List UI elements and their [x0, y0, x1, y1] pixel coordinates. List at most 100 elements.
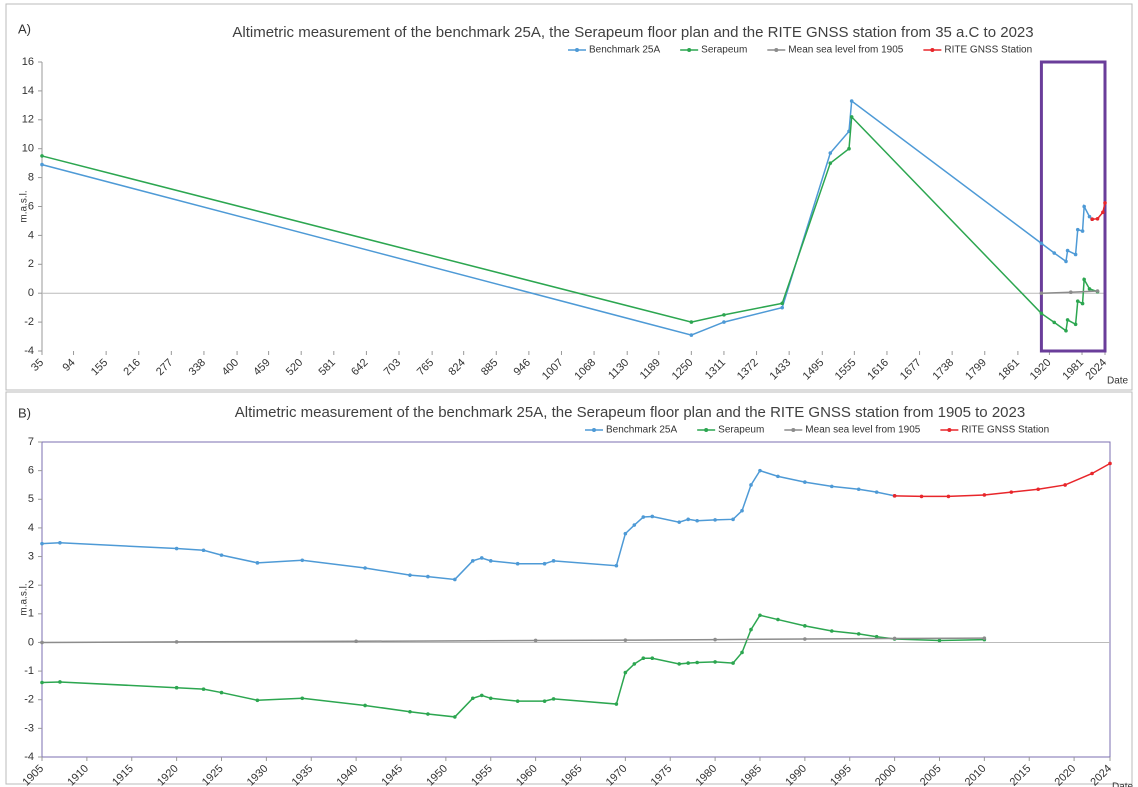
x-tick-label: 155 [89, 357, 110, 378]
legend-label: Benchmark 25A [606, 425, 677, 436]
data-point [982, 636, 987, 640]
data-point [740, 508, 744, 513]
data-point [731, 517, 735, 522]
data-point [40, 154, 44, 158]
legend-marker [704, 428, 709, 432]
x-tick-label: 1130 [606, 357, 631, 382]
data-point [1108, 461, 1112, 466]
data-point [1090, 471, 1094, 476]
legend-marker [930, 48, 935, 52]
x-axis-label: Date [1107, 376, 1129, 387]
x-tick-label: 1990 [783, 763, 809, 787]
data-point [1039, 311, 1044, 316]
x-tick-label: 338 [187, 357, 208, 378]
data-point [677, 662, 682, 666]
data-point [849, 115, 854, 119]
x-tick-label: 1910 [65, 763, 91, 787]
data-point [174, 685, 179, 690]
x-tick-label: 946 [512, 357, 533, 378]
x-tick-label: 35 [29, 357, 46, 374]
data-point [408, 573, 412, 577]
y-tick-label: 0 [28, 287, 34, 299]
data-point [713, 637, 717, 642]
y-tick-label: 5 [28, 493, 34, 505]
x-tick-label: 1945 [379, 763, 405, 787]
data-point [515, 561, 520, 566]
x-tick-label: 581 [317, 357, 338, 378]
data-point [1064, 259, 1068, 264]
x-tick-label: 1960 [514, 763, 540, 787]
data-point [1063, 483, 1067, 487]
x-tick-label: 2020 [1052, 763, 1078, 787]
data-point [686, 517, 690, 522]
data-point [1052, 320, 1057, 325]
data-point [650, 656, 655, 661]
data-point [1052, 251, 1057, 255]
x-tick-label: 1007 [540, 357, 566, 383]
x-tick-label: 703 [382, 357, 403, 378]
data-point [650, 514, 655, 519]
legend-marker [592, 428, 596, 432]
x-tick-label: 1955 [469, 763, 495, 787]
data-point [551, 697, 556, 701]
data-point [856, 632, 861, 636]
data-point [892, 636, 897, 641]
data-point [551, 559, 556, 563]
data-point [363, 703, 367, 708]
data-point [174, 546, 179, 551]
x-tick-label: 1068 [572, 357, 598, 383]
series-line [41, 637, 985, 644]
x-tick-label: 1920 [1028, 357, 1054, 383]
data-point [1087, 214, 1092, 219]
data-point [1073, 322, 1078, 327]
data-point [453, 577, 457, 582]
data-point [1065, 248, 1070, 253]
data-point [479, 693, 484, 698]
data-point [1073, 252, 1078, 257]
data-point [776, 617, 780, 622]
data-point [40, 640, 44, 645]
data-point [623, 638, 628, 642]
data-point [713, 660, 717, 664]
x-tick-label: 642 [349, 357, 370, 378]
legend-marker [687, 48, 692, 52]
x-tick-label: 1677 [898, 357, 924, 383]
data-point [201, 687, 206, 691]
legend-label: Serapeum [701, 45, 747, 56]
data-point [776, 474, 780, 479]
data-point [749, 627, 753, 632]
series-line [41, 99, 1093, 336]
data-point [1087, 287, 1092, 291]
x-tick-label: 1915 [110, 763, 136, 787]
data-point [533, 638, 538, 643]
data-point [174, 640, 179, 644]
data-point [1036, 487, 1041, 492]
data-point [829, 629, 834, 633]
x-tick-label: 1940 [334, 763, 360, 787]
data-point [363, 566, 367, 570]
data-point [58, 680, 62, 684]
data-point [470, 696, 475, 701]
data-point [695, 660, 699, 665]
highlight-box [1039, 60, 1107, 353]
data-point [632, 523, 637, 527]
data-point [1095, 289, 1100, 293]
y-tick-label: 2 [28, 579, 34, 591]
data-point [632, 662, 637, 666]
plot-frame [41, 441, 1111, 758]
series-line [41, 614, 985, 718]
data-point [803, 624, 807, 628]
data-point [1080, 301, 1085, 306]
x-tick-label: 459 [251, 357, 272, 378]
x-tick-label: 277 [154, 357, 175, 378]
y-tick-label: -4 [24, 751, 34, 763]
x-tick-label: 824 [446, 357, 467, 378]
legend-label: RITE GNSS Station [944, 45, 1032, 56]
x-tick-label: 216 [121, 357, 142, 378]
y-tick-label: -4 [24, 345, 34, 357]
y-tick-label: 14 [22, 85, 34, 97]
data-point [1039, 291, 1044, 296]
data-point [829, 484, 834, 489]
data-point [255, 698, 260, 703]
data-point [1039, 241, 1044, 246]
